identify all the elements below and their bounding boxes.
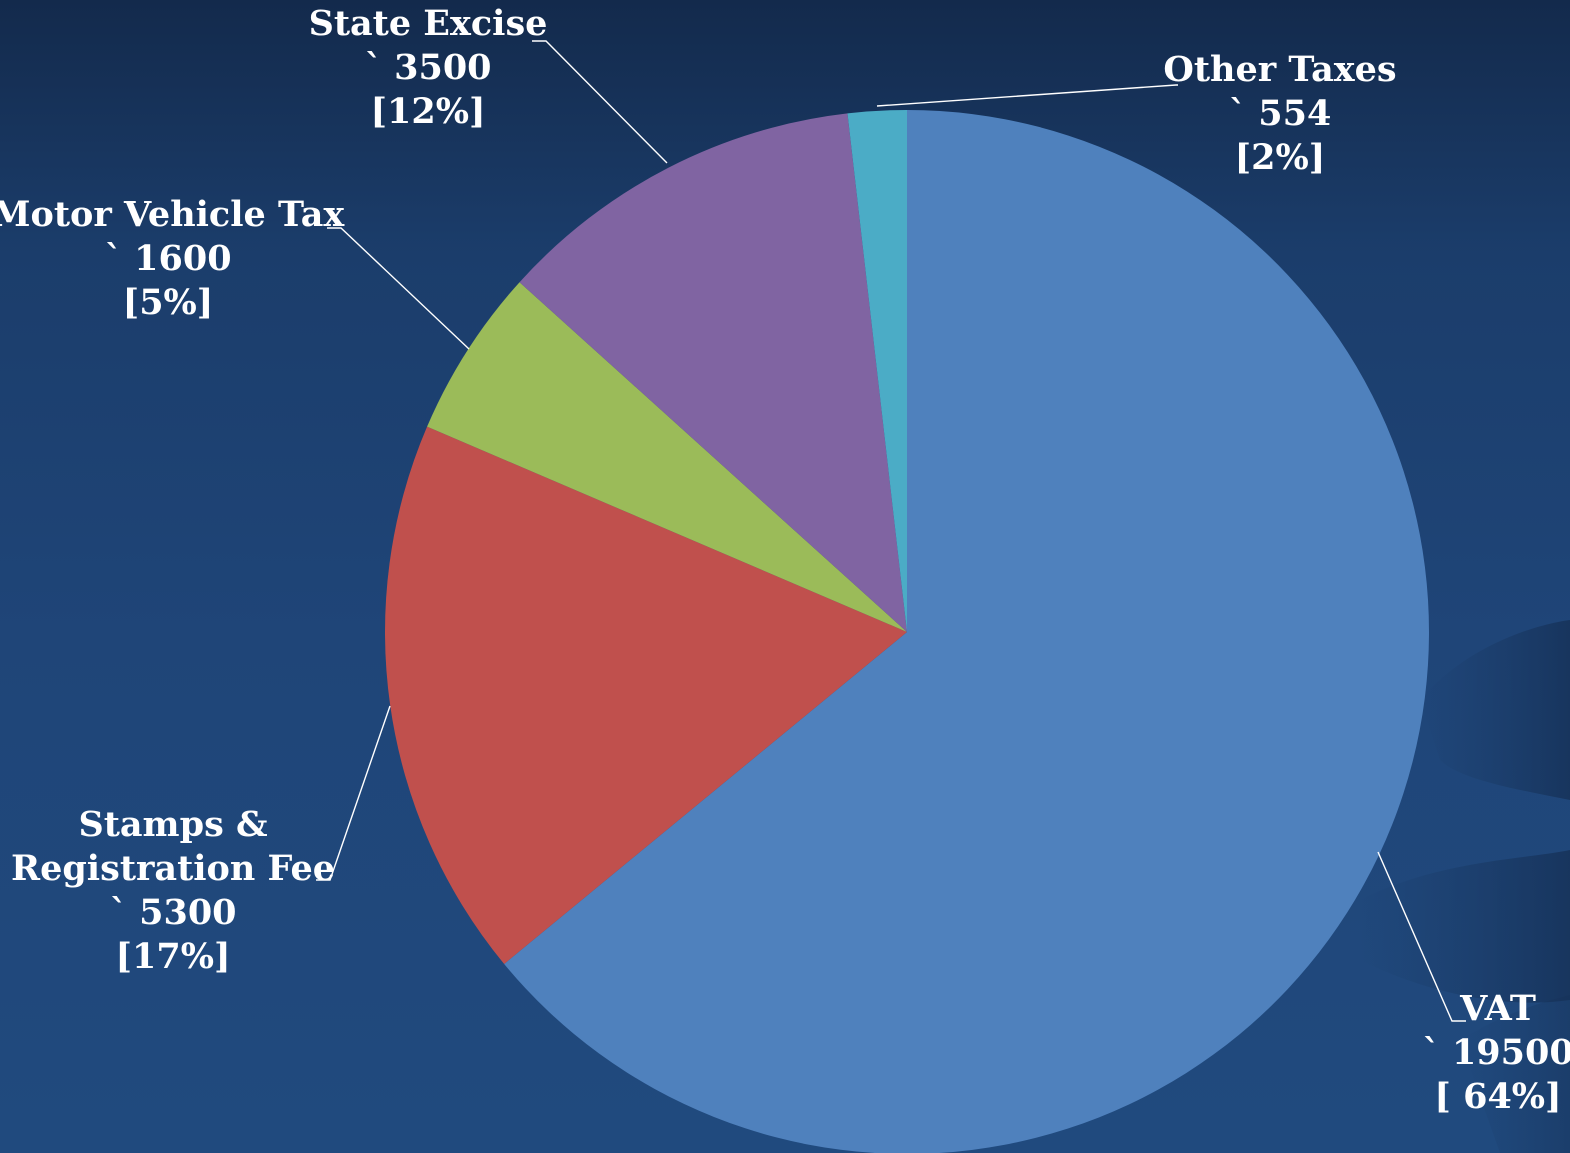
data-label-stamps-registration-fee: Stamps & Registration Fee ` 5300 [17%]: [11, 803, 335, 979]
slice-percent: [ 64%]: [1434, 1076, 1562, 1117]
pie-slice-motor-vehicle-tax: [427, 282, 907, 632]
slice-label: Motor Vehicle Tax: [0, 194, 345, 235]
leader-line-stamps-registration-fee: [316, 705, 391, 881]
slice-percent: [17%]: [115, 936, 231, 977]
background-swoosh: [1360, 620, 1570, 1153]
leader-line-other-taxes: [876, 84, 1178, 107]
pie-slice-vat: [504, 110, 1429, 1153]
slice-label: State Excise: [308, 3, 548, 44]
pie-slice-other-taxes: [847, 110, 907, 632]
pie-slice-stamps-registration-fee: [384, 426, 908, 964]
slice-label: VAT: [1460, 988, 1536, 1029]
leader-line-state-excise: [532, 40, 668, 164]
slice-percent: [12%]: [370, 91, 486, 132]
slice-value: ` 19500: [1422, 1032, 1570, 1073]
data-label-vat: VAT ` 19500[ 64%]: [1422, 987, 1570, 1119]
leader-line-vat: [1377, 851, 1466, 1022]
slice-label: Stamps &: [78, 804, 268, 845]
data-label-motor-vehicle-tax: Motor Vehicle Tax ` 1600 [5%]: [0, 193, 344, 325]
slice-value: ` 1600: [104, 238, 232, 279]
slice-value: ` 3500: [364, 47, 492, 88]
data-label-state-excise: State Excise ` 3500 [12%]: [309, 2, 548, 134]
pie-slice-state-excise: [519, 113, 907, 632]
data-label-other-taxes: Other Taxes ` 554 [2%]: [1163, 48, 1396, 180]
slice-label: Registration Fee: [10, 848, 336, 889]
slice-label: Other Taxes: [1163, 49, 1397, 90]
slice-value: ` 554: [1228, 93, 1332, 134]
slice-percent: [5%]: [122, 282, 214, 323]
slice-value: ` 5300: [109, 892, 237, 933]
leader-line-motor-vehicle-tax: [327, 227, 470, 350]
slice-percent: [2%]: [1234, 137, 1326, 178]
